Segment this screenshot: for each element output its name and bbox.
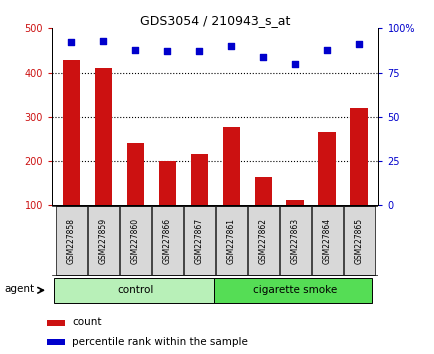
Text: GSM227865: GSM227865: [354, 218, 363, 264]
Bar: [47, 339, 65, 346]
Text: percentile rank within the sample: percentile rank within the sample: [72, 337, 247, 347]
Text: count: count: [72, 318, 101, 327]
Point: [355, 41, 362, 47]
Point: [259, 54, 266, 59]
Text: GSM227867: GSM227867: [194, 218, 204, 264]
Text: agent: agent: [4, 284, 34, 294]
Bar: [47, 320, 65, 326]
Bar: [62, 60, 80, 250]
Bar: [254, 177, 272, 250]
Text: GSM227862: GSM227862: [258, 218, 267, 264]
Text: GSM227864: GSM227864: [322, 218, 331, 264]
Bar: [286, 200, 303, 250]
Point: [323, 47, 330, 52]
FancyBboxPatch shape: [247, 206, 278, 275]
FancyBboxPatch shape: [56, 206, 87, 275]
FancyBboxPatch shape: [151, 206, 183, 275]
Text: GSM227866: GSM227866: [162, 218, 171, 264]
FancyBboxPatch shape: [183, 206, 214, 275]
FancyBboxPatch shape: [343, 206, 374, 275]
Text: GSM227863: GSM227863: [290, 218, 299, 264]
Bar: [94, 68, 112, 250]
Text: GSM227858: GSM227858: [67, 218, 76, 264]
Point: [68, 40, 75, 45]
FancyBboxPatch shape: [279, 206, 310, 275]
Point: [195, 48, 202, 54]
Point: [291, 61, 298, 67]
FancyBboxPatch shape: [213, 278, 372, 303]
Point: [227, 43, 234, 49]
Text: GSM227860: GSM227860: [131, 218, 140, 264]
Bar: [222, 127, 240, 250]
Text: GSM227861: GSM227861: [226, 218, 235, 264]
FancyBboxPatch shape: [88, 206, 119, 275]
FancyBboxPatch shape: [54, 278, 213, 303]
FancyBboxPatch shape: [215, 206, 247, 275]
Title: GDS3054 / 210943_s_at: GDS3054 / 210943_s_at: [140, 14, 290, 27]
FancyBboxPatch shape: [311, 206, 342, 275]
Point: [132, 47, 138, 52]
FancyBboxPatch shape: [119, 206, 151, 275]
Point: [164, 48, 171, 54]
Bar: [158, 161, 176, 250]
Point: [100, 38, 107, 44]
Bar: [190, 154, 207, 250]
Text: GSM227859: GSM227859: [99, 218, 108, 264]
Bar: [126, 143, 144, 250]
Text: cigarette smoke: cigarette smoke: [253, 285, 337, 295]
Bar: [350, 108, 367, 250]
Bar: [318, 132, 335, 250]
Text: control: control: [117, 285, 153, 295]
